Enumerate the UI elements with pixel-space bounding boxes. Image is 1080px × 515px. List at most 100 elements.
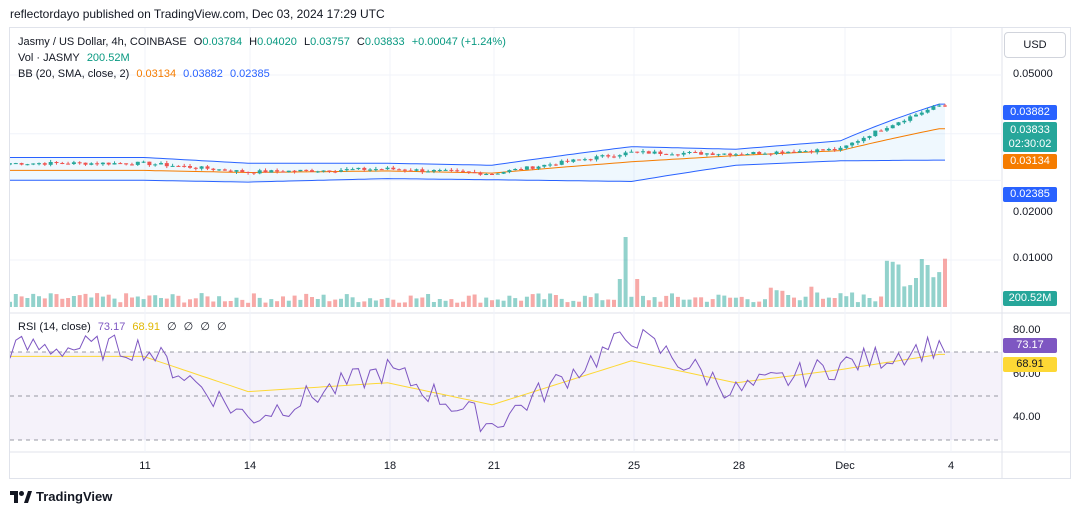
volume-bar-96: [565, 302, 570, 307]
candle-body-91: [536, 166, 541, 169]
volume-bar-123: [722, 295, 727, 307]
volume-bar-155: [908, 285, 913, 307]
candle-body-125: [733, 154, 738, 156]
legend-rsi-label[interactable]: RSI (14, close): [18, 321, 91, 333]
candle-body-124: [728, 153, 733, 156]
candle-body-99: [582, 159, 587, 161]
candle-body-83: [490, 174, 494, 175]
volume-bar-11: [71, 296, 76, 307]
candle-body-34: [205, 166, 210, 169]
volume-bar-7: [48, 293, 53, 307]
volume-badge: 200.52M: [1003, 291, 1057, 306]
volume-bar-105: [617, 279, 622, 307]
volume-bar-139: [815, 292, 820, 307]
candle-body-18: [112, 163, 117, 165]
volume-bar-108: [635, 279, 640, 307]
bb-lower-badge: 0.02385: [1003, 187, 1057, 202]
candle-body-29: [176, 165, 181, 167]
candle-body-63: [373, 169, 378, 171]
candle-body-12: [77, 162, 82, 164]
volume-bar-115: [675, 296, 680, 307]
candle-body-70: [414, 169, 419, 171]
candle-body-19: [118, 163, 123, 165]
candle-body-81: [478, 172, 483, 175]
candle-body-11: [71, 162, 76, 164]
candle-body-117: [687, 152, 692, 153]
candle-body-134: [786, 151, 791, 154]
tradingview-logo[interactable]: TradingView: [10, 489, 112, 504]
candle-body-48: [286, 170, 291, 173]
candle-body-146: [855, 141, 860, 143]
volume-bar-112: [658, 301, 663, 307]
candle-body-41: [246, 172, 251, 173]
volume-bar-126: [739, 296, 744, 307]
candle-body-121: [710, 153, 715, 155]
candle-body-16: [100, 162, 105, 165]
currency-button[interactable]: USD: [1004, 32, 1066, 58]
volume-bar-45: [269, 299, 274, 307]
volume-bar-48: [286, 300, 291, 307]
legend-rsi-value: 73.17: [97, 321, 126, 333]
volume-bar-41: [246, 302, 251, 307]
candle-body-30: [182, 165, 187, 167]
candle-body-37: [222, 169, 227, 171]
volume-bar-104: [612, 299, 616, 307]
candle-body-74: [437, 170, 442, 171]
candle-body-118: [693, 152, 698, 153]
legend-symbol[interactable]: Jasmy / US Dollar, 4h, COINBASE: [18, 36, 187, 48]
candle-body-127: [745, 154, 750, 155]
candle-body-6: [42, 163, 47, 165]
candle-body-115: [675, 154, 680, 156]
candle-body-155: [908, 116, 913, 121]
volume-bar-16: [100, 296, 105, 307]
volume-bar-71: [420, 297, 425, 307]
x-tick-11: 11: [139, 460, 151, 472]
candle-body-35: [211, 168, 216, 170]
volume-bar-110: [646, 300, 651, 307]
candle-body-109: [641, 151, 645, 153]
volume-bar-93: [548, 293, 553, 307]
x-tick-4: 4: [947, 460, 955, 472]
volume-bar-114: [670, 293, 674, 307]
volume-bar-128: [751, 302, 756, 307]
rsi-tick-40: 40.00: [1013, 411, 1041, 423]
candle-body-15: [95, 163, 100, 165]
volume-bar-133: [780, 290, 785, 307]
grid-lines: [10, 28, 1002, 452]
legend-open-label: O: [193, 36, 203, 48]
candle-body-55: [327, 170, 332, 172]
volume-bar-76: [449, 299, 454, 307]
volume-bar-113: [664, 295, 669, 307]
candle-body-67: [397, 169, 402, 171]
candle-body-157: [919, 112, 924, 115]
candle-body-140: [821, 149, 825, 151]
candle-body-38: [228, 170, 233, 172]
volume-bar-12: [77, 295, 82, 307]
volume-bar-25: [153, 295, 158, 307]
rsi-tick-80: 80.00: [1013, 324, 1041, 336]
volume-bar-129: [757, 301, 762, 307]
volume-bar-97: [571, 300, 576, 307]
legend-rsi-extra-4: ∅: [216, 321, 227, 333]
volume-bar-134: [786, 295, 791, 307]
volume-bar-0: [10, 301, 12, 307]
volume-bar-90: [530, 294, 535, 307]
volume-bar-52: [310, 297, 314, 307]
candle-body-8: [54, 162, 59, 163]
candle-body-98: [577, 159, 582, 161]
candle-body-1: [13, 163, 18, 165]
volume-bar-67: [397, 302, 402, 307]
legend-bb-label[interactable]: BB (20, SMA, close, 2): [18, 68, 130, 80]
candle-body-154: [902, 120, 907, 123]
candles: [10, 103, 947, 176]
candle-body-126: [739, 154, 744, 156]
legend-vol-label[interactable]: Vol · JASMY: [18, 52, 80, 64]
volume-bar-127: [745, 299, 750, 307]
candle-body-2: [19, 163, 24, 165]
candle-body-100: [588, 159, 593, 161]
candle-body-111: [652, 151, 657, 154]
volume-bar-47: [281, 296, 285, 307]
candle-body-131: [768, 153, 773, 155]
volume-bar-28: [170, 294, 175, 307]
